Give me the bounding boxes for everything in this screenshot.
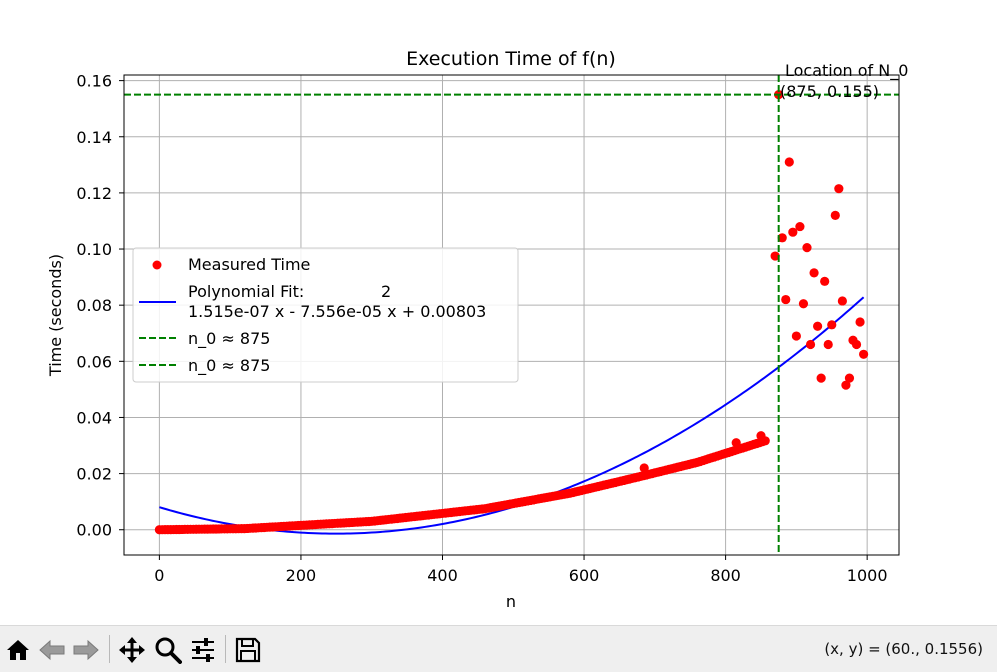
data-point (791, 331, 801, 341)
data-point (798, 299, 809, 309)
y-axis-label: Time (seconds) (46, 254, 65, 377)
data-point (855, 317, 865, 327)
x-tick-label: 200 (286, 566, 317, 585)
y-axis-ticks: 0.00 0.02 0.04 0.06 0.08 0.10 0.12 0.14 0.16 (76, 72, 124, 540)
figure-canvas[interactable]: Execution Time of f(n) 0 200 400 600 800 1000… (0, 0, 997, 625)
sliders-icon (192, 638, 214, 662)
chart-title: Execution Time of f(n) (406, 48, 616, 70)
home-button[interactable] (2, 634, 34, 666)
legend-marker-measured (152, 260, 162, 270)
y-tick-label: 0.00 (76, 521, 112, 540)
y-tick-label: 0.14 (76, 128, 112, 147)
y-tick-label: 0.16 (76, 72, 112, 91)
x-tick-label: 800 (710, 566, 741, 585)
navigation-toolbar: (x, y) = (60., 0.1556) (0, 625, 997, 672)
data-point (813, 321, 823, 331)
y-tick-label: 0.02 (76, 465, 112, 484)
zoom-button[interactable] (152, 634, 184, 666)
data-point (820, 276, 830, 286)
magnifier-icon (155, 637, 182, 664)
save-button[interactable] (232, 634, 264, 666)
annotation-line-1: Location of N_0 (785, 61, 908, 81)
x-tick-label: 1000 (847, 566, 888, 585)
toolbar-separator (109, 635, 110, 663)
n0-lines (124, 75, 899, 555)
legend-label-n0-horizontal: n_0 ≈ 875 (188, 356, 270, 376)
floppy-disk-icon (235, 637, 261, 663)
n0-annotation: Location of N_0 (875, 0.155) (780, 61, 908, 101)
measured-points (154, 90, 869, 535)
annotation-line-2: (875, 0.155) (780, 82, 879, 101)
data-point (816, 373, 826, 383)
y-tick-label: 0.06 (76, 352, 112, 371)
configure-subplots-button[interactable] (187, 634, 219, 666)
x-tick-label: 400 (427, 566, 458, 585)
data-point (834, 184, 844, 194)
coordinate-readout: (x, y) = (60., 0.1556) (824, 640, 983, 658)
data-point (859, 349, 869, 359)
data-point (781, 294, 791, 305)
data-point (795, 221, 805, 232)
back-arrow-icon (39, 639, 65, 661)
x-tick-label: 0 (154, 566, 164, 585)
x-tick-label: 600 (569, 566, 600, 585)
data-point (756, 431, 766, 441)
home-icon (7, 640, 29, 660)
forward-button[interactable] (70, 634, 102, 666)
x-axis-ticks: 0 200 400 600 800 1000 (154, 555, 888, 585)
data-point (788, 227, 798, 237)
legend-label-fit-equation: 1.515e-07 x - 7.556e-05 x + 0.00803 (188, 302, 486, 321)
forward-arrow-icon (73, 639, 99, 661)
plot-area[interactable]: Execution Time of f(n) 0 200 400 600 800 1000… (0, 0, 997, 625)
toolbar-separator (225, 635, 226, 663)
data-point (731, 438, 741, 448)
data-point (827, 320, 837, 330)
y-tick-label: 0.12 (76, 184, 112, 203)
data-point (823, 339, 833, 350)
data-point (784, 157, 794, 167)
data-point (844, 373, 855, 383)
data-point (837, 296, 847, 306)
legend-label-fit-exponent: 2 (381, 282, 391, 301)
axes-frame (123, 74, 900, 556)
data-point (809, 268, 819, 278)
legend: Measured Time Polynomial Fit: 2 1.515e-0… (132, 247, 519, 383)
pan-arrows-icon (119, 637, 145, 663)
legend-box (132, 247, 519, 383)
data-point (639, 463, 649, 473)
data-point (851, 339, 862, 350)
back-button[interactable] (36, 634, 68, 666)
data-point (770, 251, 780, 261)
legend-label-n0-vertical: n_0 ≈ 875 (188, 329, 270, 349)
pan-button[interactable] (116, 634, 148, 666)
data-point (805, 339, 816, 350)
x-axis-label: n (506, 592, 516, 611)
data-point (830, 210, 840, 220)
y-tick-label: 0.04 (76, 408, 112, 427)
data-point (841, 380, 851, 390)
data-point (777, 233, 787, 243)
legend-label-fit: Polynomial Fit: (188, 282, 304, 301)
data-point (802, 243, 812, 253)
legend-label-measured: Measured Time (188, 255, 310, 274)
y-tick-label: 0.10 (76, 240, 112, 259)
y-tick-label: 0.08 (76, 296, 112, 315)
